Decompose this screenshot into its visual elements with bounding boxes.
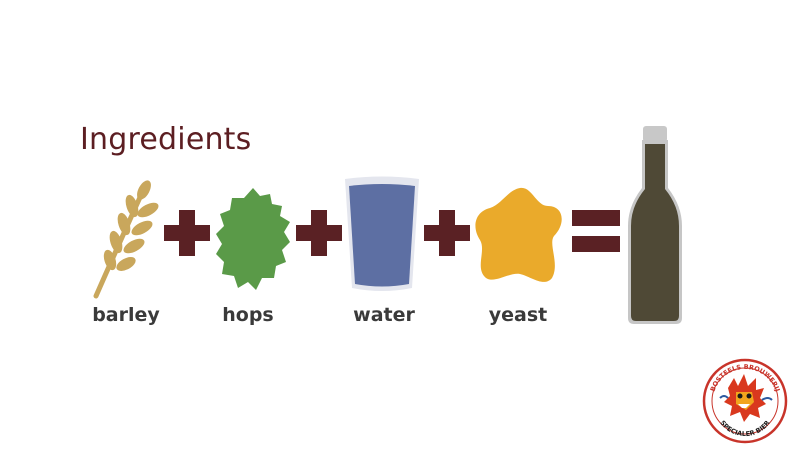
brewery-logo: BOSTEELS BROUWERIJ SPECIALER BIER	[702, 358, 788, 444]
plus-icon	[164, 210, 210, 256]
beer-bottle-icon	[628, 126, 682, 324]
ingredient-label-water: water	[353, 304, 415, 326]
plus-icon	[296, 210, 342, 256]
hop-leaf-icon	[216, 188, 290, 290]
ingredient-label-hops: hops	[222, 304, 274, 326]
dragon-head-icon	[719, 374, 773, 422]
barley-icon	[93, 180, 159, 299]
yeast-icon	[475, 187, 562, 282]
ingredient-label-barley: barley	[92, 304, 160, 326]
page-title: Ingredients	[80, 122, 252, 157]
ingredient-label-yeast: yeast	[488, 304, 548, 326]
water-glass-icon	[345, 176, 419, 291]
equals-icon	[572, 210, 620, 252]
plus-icon	[424, 210, 470, 256]
